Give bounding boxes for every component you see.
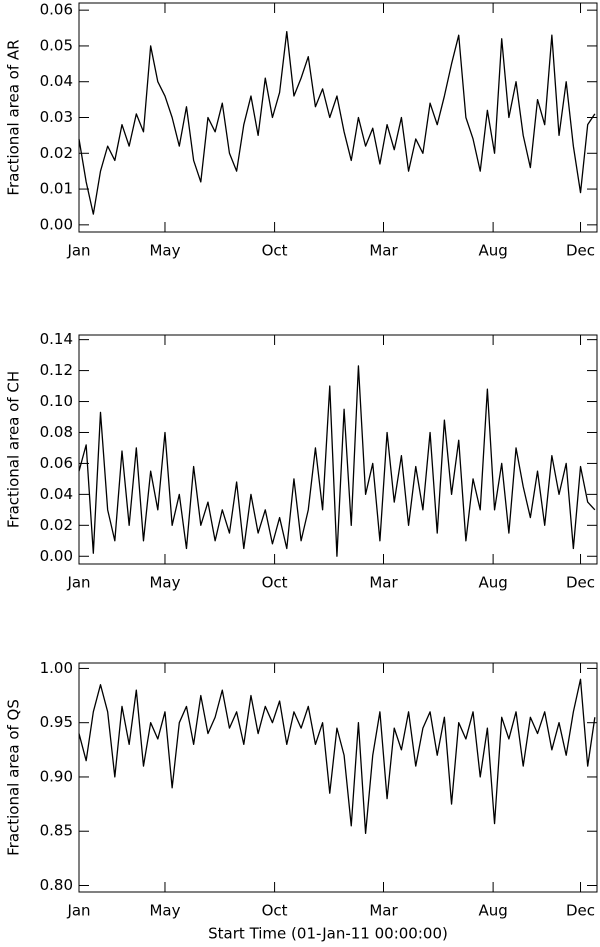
- x-tick-label: Dec: [566, 242, 595, 260]
- plot-frame: [78, 662, 598, 893]
- x-tick-label: Mar: [369, 902, 398, 920]
- y-tick-label: 0.90: [40, 767, 73, 785]
- y-tick-label: 0.06: [40, 1, 73, 19]
- plot-frame: [78, 2, 598, 233]
- data-line: [78, 365, 596, 557]
- x-tick-label: Dec: [566, 574, 595, 592]
- x-axis-label: Start Time (01-Jan-11 00:00:00): [208, 925, 448, 943]
- x-tick-label: Jan: [66, 902, 90, 920]
- y-tick-label: 0.95: [40, 713, 73, 731]
- y-tick-label: 0.10: [40, 392, 73, 410]
- y-tick-label: 0.02: [40, 144, 73, 162]
- x-tick-label: Oct: [262, 242, 288, 260]
- y-tick-label: 0.00: [40, 215, 73, 233]
- plot-frame: [78, 334, 598, 565]
- x-tick-label: Jan: [66, 574, 90, 592]
- y-axis-label: Fractional area of QS: [5, 699, 23, 856]
- x-tick-label: Mar: [369, 242, 398, 260]
- y-tick-label: 0.06: [40, 454, 73, 472]
- y-tick-label: 0.08: [40, 423, 73, 441]
- data-line: [78, 30, 596, 215]
- x-tick-label: May: [149, 574, 180, 592]
- y-tick-label: 0.03: [40, 108, 73, 126]
- x-tick-label: Aug: [478, 242, 507, 260]
- y-tick-label: 0.14: [40, 330, 73, 348]
- y-tick-label: 0.85: [40, 822, 73, 840]
- x-tick-label: Oct: [262, 902, 288, 920]
- y-tick-label: 0.00: [40, 547, 73, 565]
- y-tick-label: 0.04: [40, 72, 73, 90]
- y-tick-label: 0.02: [40, 516, 73, 534]
- y-axis-label: Fractional area of AR: [5, 39, 23, 195]
- data-line: [78, 678, 596, 835]
- y-axis-label: Fractional area of CH: [5, 371, 23, 528]
- x-tick-label: May: [149, 902, 180, 920]
- x-tick-label: Oct: [262, 574, 288, 592]
- x-tick-label: Dec: [566, 902, 595, 920]
- x-tick-label: Aug: [478, 902, 507, 920]
- x-tick-label: May: [149, 242, 180, 260]
- y-tick-label: 0.80: [40, 876, 73, 894]
- x-tick-label: Mar: [369, 574, 398, 592]
- y-tick-label: 0.05: [40, 36, 73, 54]
- y-tick-label: 1.00: [40, 659, 73, 677]
- x-tick-label: Jan: [66, 242, 90, 260]
- y-tick-label: 0.12: [40, 361, 73, 379]
- x-tick-label: Aug: [478, 574, 507, 592]
- y-tick-label: 0.04: [40, 485, 73, 503]
- y-tick-label: 0.01: [40, 180, 73, 198]
